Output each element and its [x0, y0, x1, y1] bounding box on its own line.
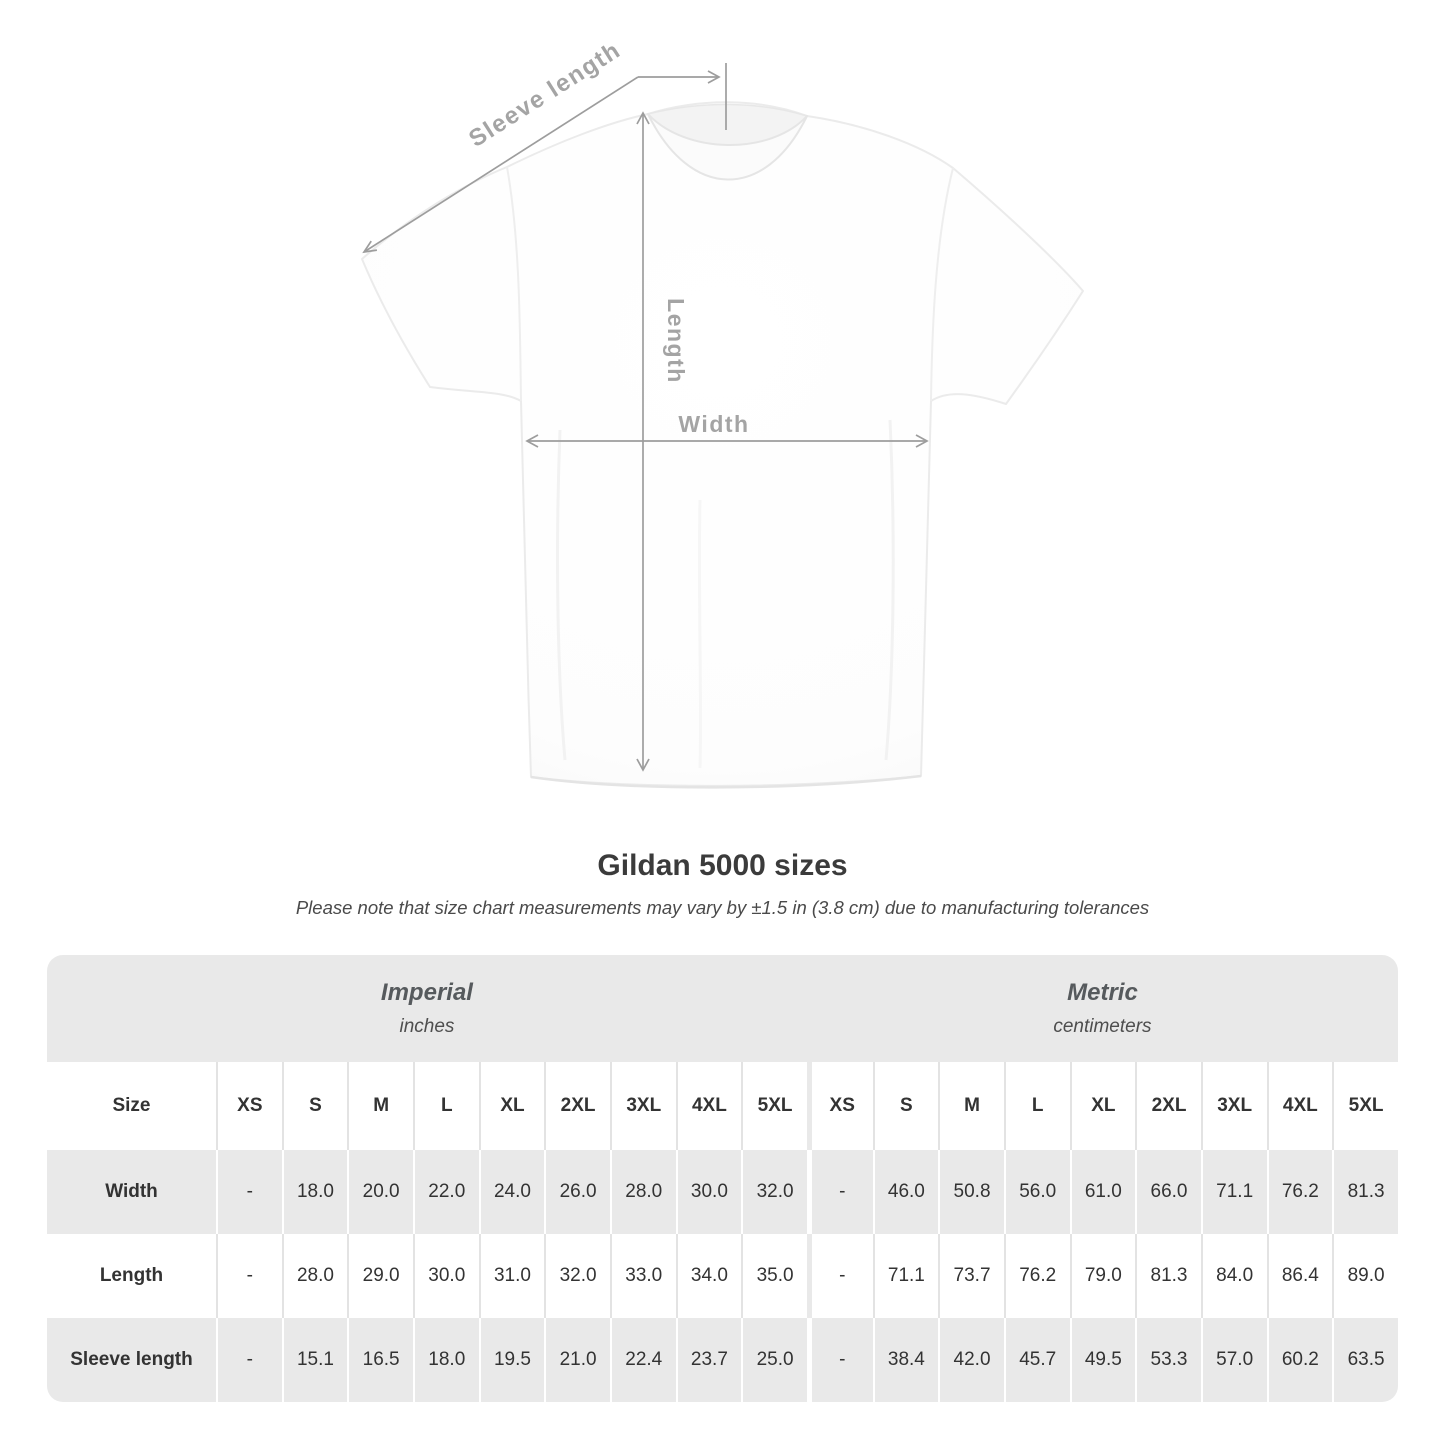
page-title: Gildan 5000 sizes: [597, 849, 848, 882]
measurement-value: 19.5: [478, 1318, 545, 1402]
sleeve-length-arrow: [362, 63, 727, 254]
measurement-value: 18.0: [412, 1318, 479, 1402]
measurement-value: 20.0: [347, 1150, 413, 1234]
width-label: Width: [678, 411, 749, 437]
measurement-value: 31.0: [478, 1234, 545, 1318]
measurement-row-label: Length: [47, 1234, 216, 1318]
measurement-value: -: [216, 1318, 282, 1402]
measurement-value: 66.0: [1135, 1150, 1201, 1234]
measurement-value: 57.0: [1200, 1318, 1267, 1402]
measurement-row-label: Sleeve length: [47, 1318, 216, 1402]
tshirt-measurement-diagram: Sleeve length Length Width: [361, 36, 1084, 789]
size-col-header: 2XL: [1135, 1062, 1201, 1150]
tshirt-graphic: [361, 101, 1084, 789]
measurement-value: 33.0: [609, 1234, 676, 1318]
measurement-value: 50.8: [938, 1150, 1004, 1234]
measurement-value: -: [806, 1150, 873, 1234]
size-col-header: S: [872, 1062, 939, 1150]
measurement-value: 26.0: [544, 1150, 610, 1234]
measurement-value: 76.2: [1003, 1234, 1070, 1318]
measurement-value: 45.7: [1003, 1318, 1070, 1402]
measurement-value: 71.1: [872, 1234, 939, 1318]
unit-band-row: Imperial inches Metric centimeters: [47, 955, 1398, 1062]
section-header-metric: Metric centimeters: [806, 955, 1398, 1062]
size-col-header: 5XL: [741, 1062, 807, 1150]
size-col-header: S: [281, 1062, 348, 1150]
measurement-value: 30.0: [412, 1234, 479, 1318]
size-col-header: 3XL: [609, 1062, 676, 1150]
section-subtitle: centimeters: [1053, 1016, 1152, 1037]
measurement-value: 22.0: [412, 1150, 479, 1234]
measurement-value: 53.3: [1135, 1318, 1201, 1402]
size-col-header: 5XL: [1332, 1062, 1398, 1150]
size-col-header: XS: [806, 1062, 873, 1150]
measurement-value: -: [806, 1234, 873, 1318]
tolerance-note: Please note that size chart measurements…: [295, 897, 1150, 918]
measurement-value: 79.0: [1069, 1234, 1136, 1318]
measurement-value: 30.0: [675, 1150, 742, 1234]
measurement-value: 16.5: [347, 1318, 413, 1402]
measurement-value: 60.2: [1266, 1318, 1333, 1402]
measurement-value: 32.0: [741, 1150, 807, 1234]
section-subtitle: inches: [399, 1016, 455, 1037]
measurement-value: 22.4: [609, 1318, 676, 1402]
section-title: Imperial: [380, 979, 473, 1006]
table-row: Length -28.0 29.0 30.0 31.0 32.0 33.0 34.0 35.0-…: [47, 1234, 1398, 1318]
measurement-value: 76.2: [1266, 1150, 1333, 1234]
measurement-value: 89.0: [1332, 1234, 1398, 1318]
width-arrow: [525, 434, 929, 448]
measurement-value: 38.4: [872, 1318, 939, 1402]
table-row: Sleeve length -15.1 16.5 18.0 19.5 21.0 22.4 23…: [47, 1318, 1398, 1402]
measurement-value: -: [216, 1150, 282, 1234]
measurement-value: 49.5: [1069, 1318, 1136, 1402]
measurement-value: 32.0: [544, 1234, 610, 1318]
size-col-header: XL: [1069, 1062, 1136, 1150]
measurement-value: 21.0: [544, 1318, 610, 1402]
measurement-value: 15.1: [281, 1318, 348, 1402]
measurement-value: -: [216, 1234, 282, 1318]
measurement-value: 73.7: [938, 1234, 1004, 1318]
measurement-value: 28.0: [281, 1234, 348, 1318]
measurement-value: 28.0: [609, 1150, 676, 1234]
measurement-value: 34.0: [675, 1234, 742, 1318]
measurement-value: 84.0: [1200, 1234, 1267, 1318]
measurement-value: 24.0: [478, 1150, 545, 1234]
section-title: Metric: [1067, 979, 1138, 1006]
size-row-label: Size: [47, 1062, 216, 1150]
measurement-value: 46.0: [872, 1150, 939, 1234]
size-col-header: XS: [216, 1062, 282, 1150]
measurement-value: 18.0: [281, 1150, 348, 1234]
measurement-value: 56.0: [1003, 1150, 1070, 1234]
measurement-value: 35.0: [741, 1234, 807, 1318]
table-row: Width -18.0 20.0 22.0 24.0 26.0 28.0 30.0 32.0-4…: [47, 1150, 1398, 1234]
measurement-value: 81.3: [1332, 1150, 1398, 1234]
size-table-body: Imperial inches Metric centimeters Size XS S M L…: [47, 955, 1398, 1402]
size-col-header: M: [938, 1062, 1004, 1150]
size-col-header: M: [347, 1062, 413, 1150]
length-label: Length: [663, 298, 689, 384]
measurement-row-label: Width: [47, 1150, 216, 1234]
size-table: Imperial inches Metric centimeters Size XS S M L…: [47, 955, 1398, 1402]
measurement-value: 71.1: [1200, 1150, 1267, 1234]
measurement-value: -: [806, 1318, 873, 1402]
size-col-header: 4XL: [675, 1062, 742, 1150]
measurement-value: 25.0: [741, 1318, 807, 1402]
measurement-value: 63.5: [1332, 1318, 1398, 1402]
measurement-value: 86.4: [1266, 1234, 1333, 1318]
size-col-header: 3XL: [1200, 1062, 1267, 1150]
size-col-header: 4XL: [1266, 1062, 1333, 1150]
measurement-value: 29.0: [347, 1234, 413, 1318]
size-header-row: Size XS S M L XL 2XL 3XL 4XL 5XL XS S M L XL 2XL 3XL 4XL 5…: [47, 1062, 1398, 1150]
size-col-header: L: [412, 1062, 479, 1150]
measurement-value: 81.3: [1135, 1234, 1201, 1318]
measurement-value: 61.0: [1069, 1150, 1136, 1234]
section-header-imperial: Imperial inches: [47, 955, 807, 1062]
measurement-value: 42.0: [938, 1318, 1004, 1402]
size-col-header: XL: [478, 1062, 545, 1150]
size-col-header: 2XL: [544, 1062, 610, 1150]
size-col-header: L: [1003, 1062, 1070, 1150]
measurement-value: 23.7: [675, 1318, 742, 1402]
